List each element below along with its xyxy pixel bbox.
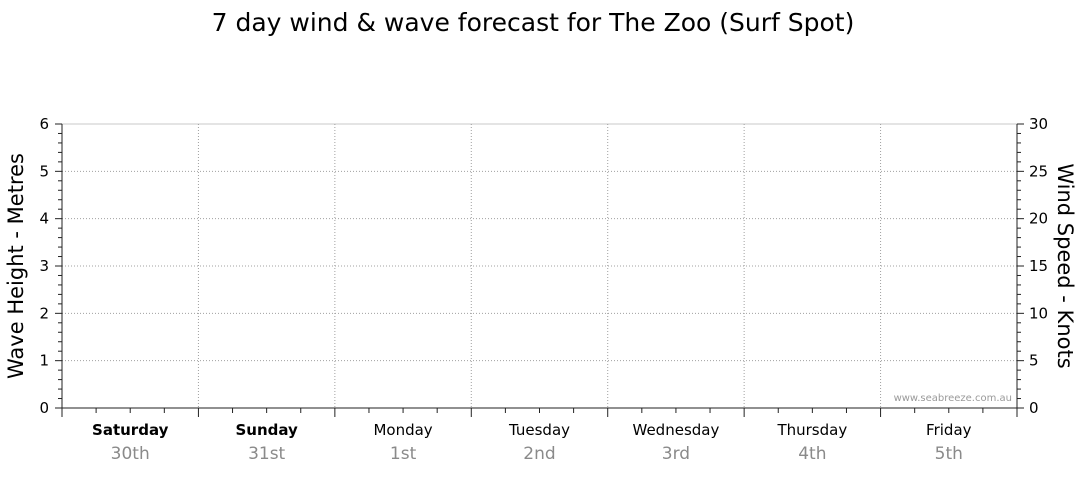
- y-right-tick-label: 15: [1029, 257, 1048, 275]
- y-left-tick-label: 3: [39, 257, 49, 275]
- y-right-tick-label: 20: [1029, 210, 1048, 228]
- y-right-axis-label: Wind Speed - Knots: [1053, 163, 1077, 368]
- y-right-tick-label: 5: [1029, 352, 1039, 370]
- y-left-tick-label: 1: [39, 352, 49, 370]
- y-right-tick-label: 0: [1029, 399, 1039, 417]
- y-left-tick-label: 4: [39, 210, 49, 228]
- day-name-label: Friday: [926, 421, 972, 439]
- watermark-text: www.seabreeze.com.au: [894, 393, 1012, 404]
- y-right-tick-label: 25: [1029, 162, 1048, 180]
- y-left-axis-label: Wave Height - Metres: [4, 153, 28, 379]
- day-date-label: 1st: [390, 444, 417, 464]
- chart-title: 7 day wind & wave forecast for The Zoo (…: [212, 8, 855, 37]
- y-right-tick-label: 30: [1029, 115, 1048, 133]
- day-name-label: Sunday: [235, 421, 298, 439]
- y-left-tick-label: 6: [39, 115, 49, 133]
- day-name-label: Tuesday: [508, 421, 570, 439]
- day-name-label: Monday: [373, 421, 432, 439]
- day-date-label: 4th: [798, 444, 826, 464]
- day-date-label: 31st: [248, 444, 285, 464]
- grid-layer: [61, 123, 1018, 409]
- day-date-label: 30th: [111, 444, 150, 464]
- day-name-label: Wednesday: [633, 421, 720, 439]
- axis-layer: 0 1 2 3 4 5 6 0 5 10 15 20 25 30 Saturday 30th Sunday 31s…: [39, 115, 1048, 464]
- day-name-label: Thursday: [776, 421, 847, 439]
- y-left-tick-label: 0: [39, 399, 49, 417]
- y-left-tick-label: 5: [39, 162, 49, 180]
- y-left-tick-label: 2: [39, 304, 49, 322]
- day-date-label: 2nd: [523, 444, 555, 464]
- day-date-label: 5th: [935, 444, 963, 464]
- day-name-label: Saturday: [92, 421, 169, 439]
- y-right-tick-label: 10: [1029, 304, 1048, 322]
- day-date-label: 3rd: [662, 444, 690, 464]
